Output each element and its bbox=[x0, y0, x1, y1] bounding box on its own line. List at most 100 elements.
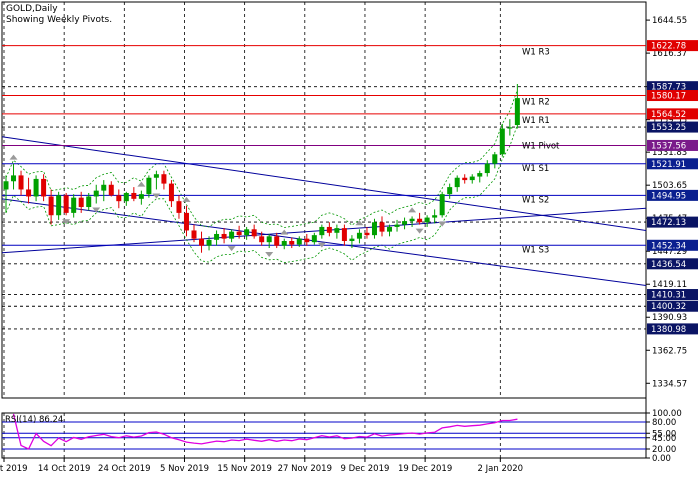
y-tick-label: 1503.65 bbox=[652, 181, 687, 191]
x-tick-label: 2 Oct 2019 bbox=[0, 464, 28, 474]
candle-body bbox=[417, 218, 423, 223]
pivot-level-label-text: 1564.52 bbox=[651, 110, 686, 120]
pivot-label: W1 S1 bbox=[522, 164, 549, 174]
x-tick-label: 2 Jan 2020 bbox=[478, 464, 524, 474]
dashed-level-label-text: 1436.54 bbox=[651, 260, 686, 270]
pivot-level-label-box bbox=[647, 239, 698, 251]
candle-body bbox=[447, 187, 453, 195]
candle-body bbox=[379, 222, 385, 232]
x-tick-label: 24 Oct 2019 bbox=[98, 464, 151, 474]
rsi-label: RSI(14) 86.24 bbox=[5, 415, 63, 425]
rsi-level-label: 55.00 bbox=[652, 429, 676, 439]
candle-body bbox=[71, 197, 77, 213]
candle-body bbox=[138, 194, 144, 199]
candle-body bbox=[26, 189, 32, 197]
candle-body bbox=[101, 184, 107, 191]
candle-body bbox=[349, 238, 355, 242]
dashed-level-label-text: 1472.13 bbox=[651, 218, 686, 228]
y-tick-label: 1447.29 bbox=[652, 247, 687, 257]
x-tick-label: 19 Dec 2019 bbox=[398, 464, 452, 474]
candle-body bbox=[304, 238, 310, 243]
envelope-upper bbox=[5, 89, 518, 228]
fractal-up-arrow bbox=[9, 154, 18, 160]
dashed-level-label-text: 1410.31 bbox=[651, 291, 686, 301]
candle-body bbox=[469, 176, 475, 181]
dashed-level-label-text: 1587.73 bbox=[651, 83, 686, 93]
candle-body bbox=[296, 238, 302, 245]
candle-body bbox=[214, 233, 220, 240]
rsi-level-label: 80.00 bbox=[652, 418, 676, 428]
x-tick-label: 14 Oct 2019 bbox=[38, 464, 91, 474]
trendline-upper bbox=[1, 136, 647, 231]
candle-body bbox=[206, 239, 212, 246]
pivot-level-label-text: 1622.78 bbox=[651, 42, 686, 52]
fractal-up-arrow bbox=[182, 196, 191, 202]
candle-body bbox=[394, 224, 400, 227]
pivot-level-label-box bbox=[647, 158, 698, 170]
envelope-lower bbox=[5, 124, 518, 264]
pivot-level-label-text: 1537.56 bbox=[651, 141, 686, 151]
y-tick-label: 1419.11 bbox=[652, 280, 687, 290]
rsi-level-label: 20.00 bbox=[652, 445, 676, 455]
candle-body bbox=[146, 177, 152, 195]
candle-body bbox=[48, 196, 54, 216]
x-tick-label: 9 Dec 2019 bbox=[341, 464, 390, 474]
pivot-label: W1 S3 bbox=[522, 245, 549, 255]
fractal-down-arrow bbox=[227, 246, 236, 252]
candle-body bbox=[131, 192, 137, 199]
candle-body bbox=[41, 178, 47, 197]
candle-body bbox=[281, 241, 287, 246]
candle-body bbox=[199, 238, 205, 246]
x-tick-label: 15 Nov 2019 bbox=[217, 464, 271, 474]
rsi-line bbox=[12, 413, 518, 450]
dashed-level-label-text: 1400.32 bbox=[651, 302, 686, 312]
candle-body bbox=[432, 215, 438, 218]
chart-subtitle: Showing Weekly Pivots. bbox=[6, 15, 113, 25]
candle-body bbox=[462, 177, 468, 181]
candle-body bbox=[274, 236, 280, 246]
candle-body bbox=[78, 197, 84, 208]
candle-body bbox=[244, 229, 250, 236]
pivot-level-label-text: 1580.17 bbox=[651, 92, 686, 102]
candle-body bbox=[18, 175, 24, 190]
dashed-level-label-text: 1380.98 bbox=[651, 325, 686, 335]
candle-body bbox=[259, 236, 265, 243]
candle-body bbox=[229, 231, 235, 239]
candle-body bbox=[251, 229, 257, 237]
fractal-up-arrow bbox=[137, 181, 146, 187]
candle-body bbox=[356, 232, 362, 239]
rsi-level-label: 45.00 bbox=[652, 434, 676, 444]
y-tick-label: 1362.75 bbox=[652, 346, 687, 356]
pivot-level-label-box bbox=[647, 90, 698, 102]
candle-body bbox=[424, 217, 430, 223]
candle-body bbox=[33, 178, 39, 197]
candle-body bbox=[334, 228, 340, 233]
candle-body bbox=[266, 236, 272, 243]
candle-body bbox=[56, 195, 62, 216]
fractal-down-arrow bbox=[317, 242, 326, 248]
candle-body bbox=[236, 231, 242, 236]
candle-body bbox=[108, 184, 114, 196]
candle-body bbox=[221, 233, 227, 239]
fractal-down-arrow bbox=[92, 207, 101, 213]
candle-body bbox=[123, 192, 129, 202]
pivot-level-label-text: 1494.95 bbox=[651, 191, 686, 201]
candle-body bbox=[183, 212, 189, 231]
fractal-down-arrow bbox=[265, 252, 274, 258]
candle-body bbox=[439, 194, 445, 216]
pivot-label: W1 R2 bbox=[522, 98, 550, 108]
candle-body bbox=[289, 241, 295, 245]
candle-body bbox=[371, 222, 377, 236]
pivot-level-label-box bbox=[647, 108, 698, 120]
pivot-level-label-box bbox=[647, 40, 698, 52]
fractal-down-arrow bbox=[152, 193, 161, 199]
x-tick-label: 5 Nov 2019 bbox=[160, 464, 209, 474]
pivot-level-label-text: 1521.91 bbox=[651, 160, 686, 170]
rsi-level-label: 100.00 bbox=[652, 409, 682, 419]
fractal-up-arrow bbox=[280, 229, 289, 235]
candle-body bbox=[161, 174, 167, 184]
dashed-level-label-box bbox=[647, 258, 698, 270]
fractal-down-arrow bbox=[415, 228, 424, 234]
